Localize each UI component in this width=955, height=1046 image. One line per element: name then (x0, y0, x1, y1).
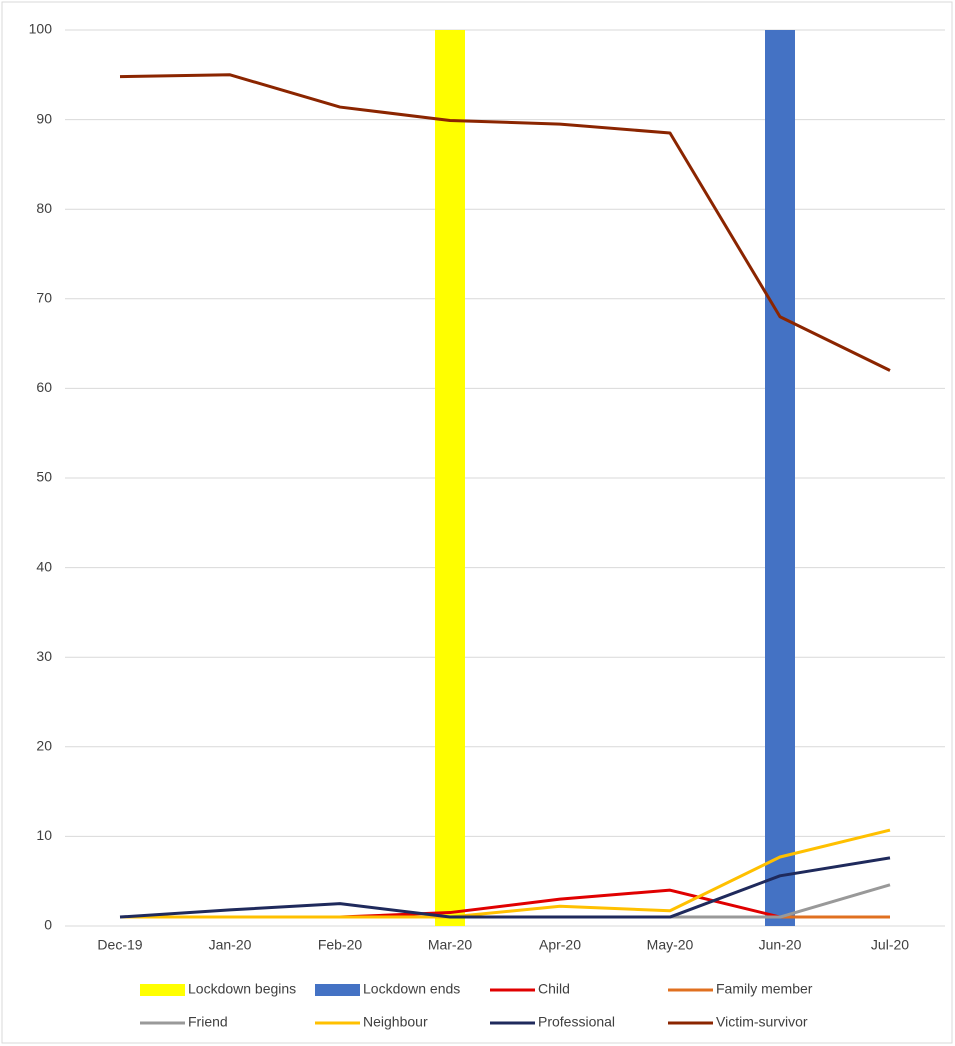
bar (435, 30, 465, 926)
x-tick-label: May-20 (647, 937, 694, 953)
y-tick-label: 10 (36, 827, 52, 843)
y-tick-label: 80 (36, 200, 52, 216)
x-tick-label: Jul-20 (871, 937, 909, 953)
x-tick-label: Mar-20 (428, 937, 473, 953)
x-tick-label: Dec-19 (97, 937, 142, 953)
legend-label: Lockdown begins (188, 981, 296, 997)
legend-label: Friend (188, 1014, 228, 1030)
legend-label: Child (538, 981, 570, 997)
line-series (120, 828, 891, 919)
y-tick-label: 70 (36, 290, 52, 306)
legend-label: Family member (716, 981, 813, 997)
y-tick-label: 60 (36, 379, 52, 395)
legend-label: Neighbour (363, 1014, 428, 1030)
y-tick-label: 90 (36, 110, 52, 126)
y-tick-label: 0 (44, 917, 52, 933)
y-tick-label: 30 (36, 648, 52, 664)
line-series (119, 73, 891, 372)
legend-label: Victim-survivor (716, 1014, 808, 1030)
legend-swatch (315, 984, 360, 996)
line-series (119, 856, 891, 919)
y-tick-label: 20 (36, 738, 52, 754)
x-tick-label: Jun-20 (759, 937, 802, 953)
bar (765, 30, 795, 926)
y-tick-label: 100 (29, 21, 53, 37)
y-tick-label: 50 (36, 469, 52, 485)
legend-label: Lockdown ends (363, 981, 460, 997)
x-tick-label: Apr-20 (539, 937, 581, 953)
legend-label: Professional (538, 1014, 615, 1030)
y-tick-label: 40 (36, 558, 52, 574)
x-tick-label: Feb-20 (318, 937, 363, 953)
legend-swatch (140, 984, 185, 996)
x-tick-label: Jan-20 (209, 937, 252, 953)
